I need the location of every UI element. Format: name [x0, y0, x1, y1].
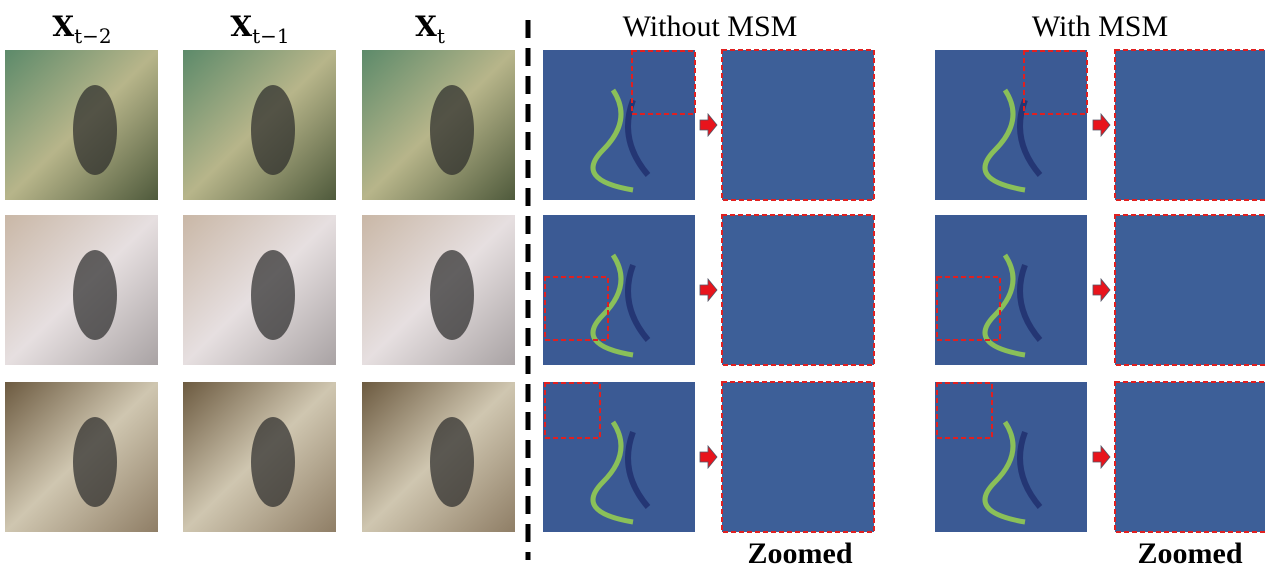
arrow — [700, 446, 717, 468]
zoom-label: Zoomed — [1138, 537, 1243, 568]
frame-header: Xt — [415, 10, 445, 48]
person-silhouette — [251, 85, 295, 175]
frame-header: Xt−1 — [230, 10, 289, 48]
person-silhouette — [73, 417, 117, 507]
person-silhouette — [430, 250, 474, 340]
symbol: X — [415, 10, 437, 43]
zoomed-map — [1115, 215, 1265, 365]
frame-headers: Xt−2 Xt−1 Xt — [52, 10, 445, 48]
zoom-label: Zoomed — [748, 537, 853, 568]
group-header: Without MSM — [623, 10, 798, 43]
zoomed-map — [722, 215, 874, 365]
frame-header: Xt−2 — [52, 10, 111, 48]
group-header: With MSM — [1032, 10, 1168, 43]
zoomed-map — [722, 382, 874, 532]
zoomed-map — [1115, 50, 1265, 200]
subscript: t−2 — [74, 24, 112, 48]
arrow — [700, 114, 717, 136]
figure: Xt−2 Xt−1 Xt Without MSM With MSM Zoomed… — [0, 0, 1265, 568]
arrow — [1093, 279, 1110, 301]
arrow — [700, 279, 717, 301]
subscript: t−1 — [252, 24, 290, 48]
zoomed-map — [722, 50, 874, 200]
person-silhouette — [73, 85, 117, 175]
arrow — [1093, 446, 1110, 468]
person-silhouette — [251, 417, 295, 507]
person-silhouette — [430, 85, 474, 175]
zoomed-map — [1115, 382, 1265, 532]
person-silhouette — [430, 417, 474, 507]
subscript: t — [437, 24, 445, 48]
arrow — [1093, 114, 1110, 136]
person-silhouette — [73, 250, 117, 340]
symbol: X — [230, 10, 252, 43]
person-silhouette — [251, 250, 295, 340]
symbol: X — [52, 10, 74, 43]
